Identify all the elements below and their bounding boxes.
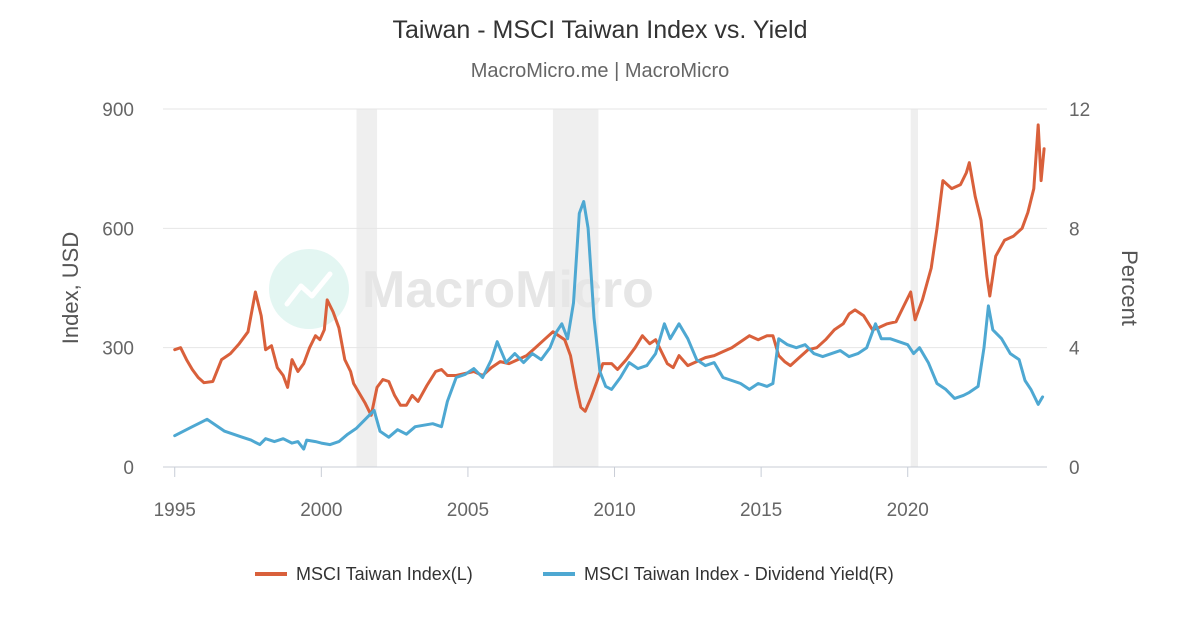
y-right-tick-label-1: 4 bbox=[1069, 339, 1080, 360]
chart-subtitle: MacroMicro.me | MacroMicro bbox=[471, 60, 730, 82]
x-tick-label-1: 2000 bbox=[300, 500, 342, 521]
watermark-logo-arrow bbox=[284, 271, 333, 307]
y-left-tick-label-2: 600 bbox=[102, 219, 134, 240]
y-left-tick-label-3: 900 bbox=[102, 100, 134, 121]
watermark-text: MacroMicro bbox=[362, 261, 654, 319]
x-tick-label-5: 2020 bbox=[887, 500, 929, 521]
y-left-tick-label-0: 0 bbox=[123, 458, 134, 479]
y-left-tick-label-1: 300 bbox=[102, 339, 134, 360]
y-axis-right-title: Percent bbox=[1117, 250, 1142, 326]
x-tick-label-3: 2010 bbox=[593, 500, 635, 521]
axes: 1995 2000 2005 2010 2015 2020 0 300 600 900 0 4 8 12 bbox=[102, 100, 1090, 521]
recession-band-2 bbox=[910, 109, 918, 467]
y-right-tick-label-3: 12 bbox=[1069, 100, 1090, 121]
y-axis-left-title: Index, USD bbox=[58, 232, 83, 345]
legend: MSCI Taiwan Index(L) MSCI Taiwan Index -… bbox=[255, 564, 894, 584]
x-tick-label-0: 1995 bbox=[154, 500, 196, 521]
watermark-logo-icon bbox=[269, 249, 349, 329]
x-tick-label-2: 2005 bbox=[447, 500, 489, 521]
watermark: MacroMicro bbox=[269, 249, 654, 329]
series-line-1 bbox=[173, 200, 1045, 451]
x-tick-label-4: 2015 bbox=[740, 500, 782, 521]
legend-label-dividend-yield[interactable]: MSCI Taiwan Index - Dividend Yield(R) bbox=[584, 564, 894, 584]
series-line-0 bbox=[173, 123, 1046, 417]
recession-band-0 bbox=[356, 109, 378, 467]
chart-title: Taiwan - MSCI Taiwan Index vs. Yield bbox=[392, 16, 807, 44]
y-right-tick-label-0: 0 bbox=[1069, 458, 1080, 479]
legend-label-msci-index[interactable]: MSCI Taiwan Index(L) bbox=[296, 564, 473, 584]
y-right-tick-label-2: 8 bbox=[1069, 219, 1080, 240]
series-lines bbox=[173, 123, 1046, 451]
